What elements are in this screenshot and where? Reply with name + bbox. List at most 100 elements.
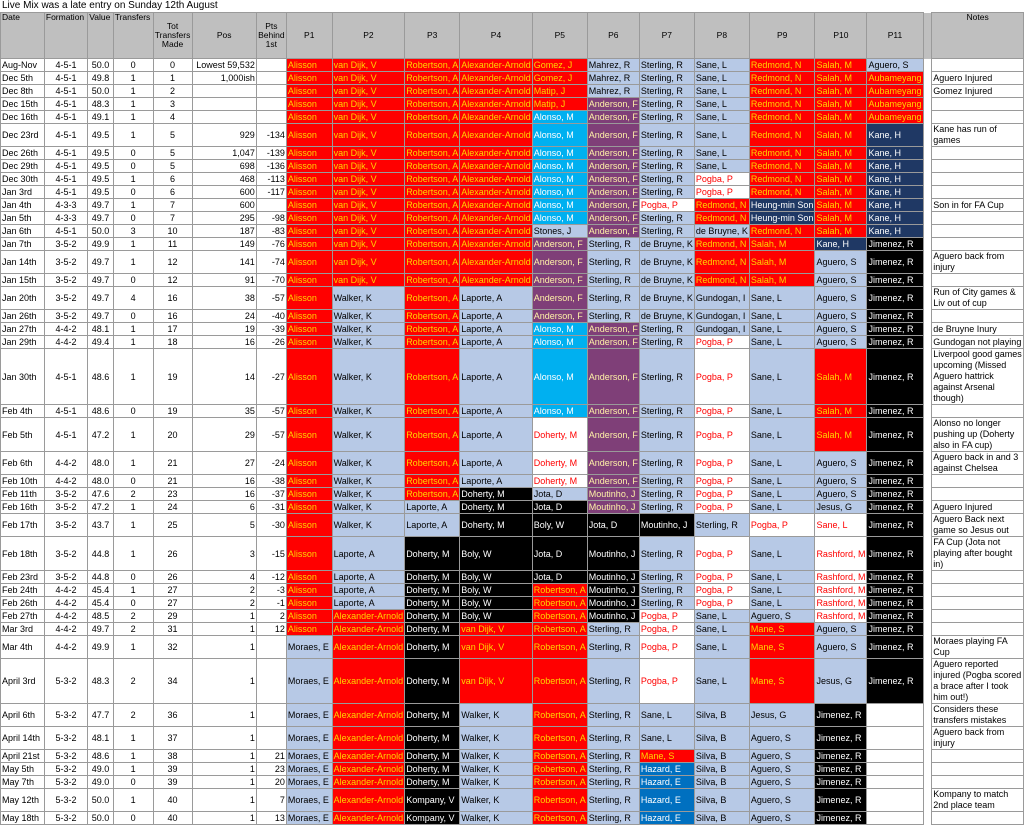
value-cell: 48.3: [87, 97, 114, 111]
pts-behind-cell: -3: [255, 583, 287, 597]
total-transfers-cell: 20: [152, 417, 193, 452]
gap-cell: [922, 185, 933, 199]
player-cell: Aubameyang: [866, 71, 924, 85]
player-cell: Anderson, F: [586, 185, 640, 199]
header-p2: P2: [331, 12, 406, 59]
transfers-cell: 1: [112, 788, 154, 812]
player-cell: Salah, M: [814, 71, 868, 85]
player-cell: Walker, K: [459, 726, 533, 750]
date-cell: Jan 30th: [0, 348, 45, 405]
total-transfers-cell: 36: [152, 703, 193, 727]
date-cell: April 3rd: [0, 658, 45, 704]
formation-cell: 4-5-1: [43, 417, 89, 452]
value-cell: 50.0: [87, 58, 114, 72]
player-cell: Redmond, N: [748, 71, 816, 85]
player-cell: Pogba, P: [638, 658, 695, 704]
player-cell: Redmond, N: [693, 237, 750, 251]
formation-cell: 4-5-1: [43, 71, 89, 85]
player-cell: Boly, W: [459, 536, 533, 571]
pts-behind-cell: -76: [255, 237, 287, 251]
pts-behind-cell: -136: [255, 159, 287, 173]
player-cell: van Dijk, V: [331, 198, 406, 212]
player-cell: Robertson, A: [404, 211, 461, 225]
player-cell: Alisson: [285, 146, 333, 160]
player-cell: Pogba, P: [693, 583, 750, 597]
transfers-cell: 0: [112, 596, 154, 610]
player-cell: Jimenez, R: [866, 474, 924, 488]
player-cell: Aguero, S: [814, 487, 868, 501]
formation-cell: 4-3-3: [43, 211, 89, 225]
formation-cell: 5-3-2: [43, 762, 89, 776]
player-cell: Anderson, F: [586, 211, 640, 225]
transfers-cell: 0: [112, 775, 154, 789]
transfers-cell: 1: [112, 348, 154, 405]
player-cell: Sterling, R: [638, 570, 695, 584]
gap-cell: [922, 474, 933, 488]
header-transfers: Transfers: [112, 12, 154, 59]
player-cell: Jota, D: [531, 487, 588, 501]
pts-behind-cell: [255, 198, 287, 212]
formation-cell: 3-5-2: [43, 536, 89, 571]
table-row: April 6th 5-3-2 47.7 2 36 1 Moraes, E Alexander…: [0, 703, 1024, 727]
player-cell: Alexander-Arnold: [459, 211, 533, 225]
player-cell: Aubameyang: [866, 110, 924, 124]
transfers-cell: 0: [112, 211, 154, 225]
player-cell: Pogba, P: [693, 185, 750, 199]
total-transfers-cell: 16: [152, 309, 193, 323]
player-cell: Robertson, A: [404, 335, 461, 349]
player-cell: van Dijk, V: [331, 211, 406, 225]
player-cell: Alisson: [285, 172, 333, 186]
header-gap: [922, 12, 933, 59]
player-cell: Doherty, M: [404, 583, 461, 597]
formation-cell: 3-5-2: [43, 570, 89, 584]
player-cell: Sterling, R: [586, 749, 640, 763]
player-cell: Doherty, M: [404, 635, 461, 659]
note-cell: [931, 609, 1024, 623]
table-row: Dec 26th 4-5-1 49.5 0 5 1,047 -139 Alisson van D…: [0, 146, 1024, 160]
player-cell: Silva, B: [693, 811, 750, 825]
note-cell: Alonso no longer pushing up (Doherty als…: [931, 417, 1024, 452]
player-cell: van Dijk, V: [331, 84, 406, 98]
date-cell: May 7th: [0, 775, 45, 789]
total-transfers-cell: 34: [152, 658, 193, 704]
value-cell: 48.1: [87, 726, 114, 750]
pts-behind-cell: -134: [255, 123, 287, 147]
table-row: Dec 16th 4-5-1 49.1 1 4 Alisson van Dijk, V Rob…: [0, 110, 1024, 124]
value-cell: 44.8: [87, 536, 114, 571]
formation-cell: 4-5-1: [43, 123, 89, 147]
player-cell: Sterling, R: [638, 185, 695, 199]
pts-behind-cell: -26: [255, 335, 287, 349]
player-cell: Sane, L: [748, 417, 816, 452]
player-cell: Salah, M: [748, 237, 816, 251]
gap-cell: [922, 123, 933, 147]
header-p4: P4: [459, 12, 533, 59]
date-cell: Feb 27th: [0, 609, 45, 623]
date-cell: April 14th: [0, 726, 45, 750]
gap-cell: [922, 417, 933, 452]
formation-cell: 5-3-2: [43, 658, 89, 704]
player-cell: Robertson, A: [404, 110, 461, 124]
player-cell: Sane, L: [748, 570, 816, 584]
player-cell: Alexander-Arnold: [331, 811, 406, 825]
player-cell: Jimenez, R: [866, 487, 924, 501]
player-cell: Sterling, R: [638, 123, 695, 147]
player-cell: Redmond, N: [748, 110, 816, 124]
player-cell: Jimenez, R: [866, 404, 924, 418]
player-cell: Pogba, P: [693, 487, 750, 501]
player-cell: Sane, L: [748, 474, 816, 488]
player-cell: Salah, M: [814, 348, 868, 405]
player-cell: Aguero, S: [866, 58, 924, 72]
pos-cell: 698: [191, 159, 257, 173]
formation-cell: 5-3-2: [43, 811, 89, 825]
pts-behind-cell: [255, 58, 287, 72]
player-cell: Salah, M: [814, 110, 868, 124]
transfers-cell: 1: [112, 335, 154, 349]
date-cell: Dec 29th: [0, 159, 45, 173]
player-cell: Sane, L: [693, 110, 750, 124]
player-cell: Sterling, R: [586, 286, 640, 310]
note-cell: Aguero Back next game so Jesus out: [931, 513, 1024, 537]
table-row: April 3rd 5-3-2 48.3 2 34 1 Moraes, E Alexander…: [0, 658, 1024, 704]
player-cell: Alexander-Arnold: [459, 71, 533, 85]
player-cell: Gomez, J: [531, 71, 588, 85]
player-cell: Jimenez, R: [814, 726, 868, 750]
